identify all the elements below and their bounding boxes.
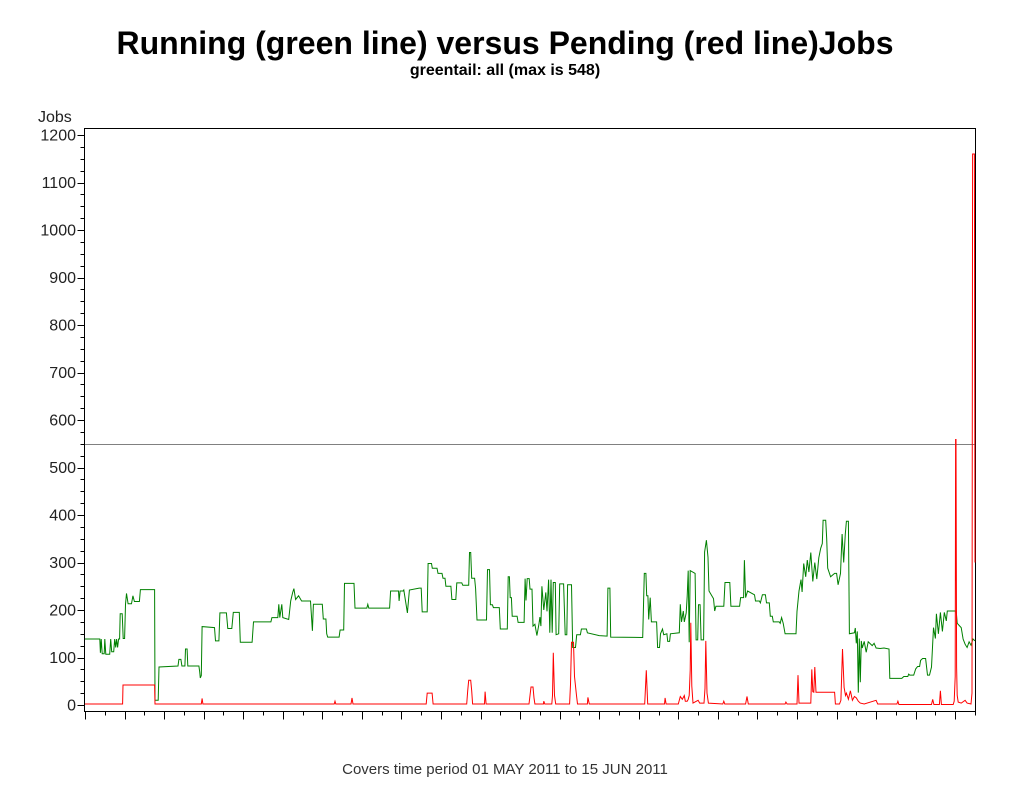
time-period-caption: Covers time period 01 MAY 2011 to 15 JUN… xyxy=(342,761,668,778)
x-axis-ticks xyxy=(85,711,976,720)
running-line-series xyxy=(85,519,976,701)
y-tick-label: 0 xyxy=(67,698,76,715)
y-tick-label: 700 xyxy=(49,365,76,382)
pending-line-series xyxy=(85,153,976,705)
y-tick-label: 300 xyxy=(49,555,76,572)
y-tick-label: 100 xyxy=(49,650,76,667)
y-tick-label: 900 xyxy=(49,270,76,287)
y-tick-label: 1100 xyxy=(42,175,77,192)
y-axis-labels: 0 100 200 300 400 500 600 700 800 900 1000 1100 1200 xyxy=(40,128,76,715)
y-tick-label: 500 xyxy=(49,460,76,477)
plot-frame xyxy=(84,128,976,712)
chart-title: Running (green line) versus Pending (red… xyxy=(116,25,894,61)
y-axis-title: Jobs xyxy=(38,109,72,126)
y-tick-label: 800 xyxy=(49,318,76,335)
y-axis-ticks xyxy=(77,135,85,706)
y-tick-label: 600 xyxy=(49,413,76,430)
y-tick-label: 400 xyxy=(49,508,76,525)
y-tick-label: 1000 xyxy=(40,223,76,240)
chart-subtitle: greentail: all (max is 548) xyxy=(409,62,601,79)
y-tick-label: 200 xyxy=(49,603,76,620)
y-tick-label: 1200 xyxy=(40,128,76,145)
